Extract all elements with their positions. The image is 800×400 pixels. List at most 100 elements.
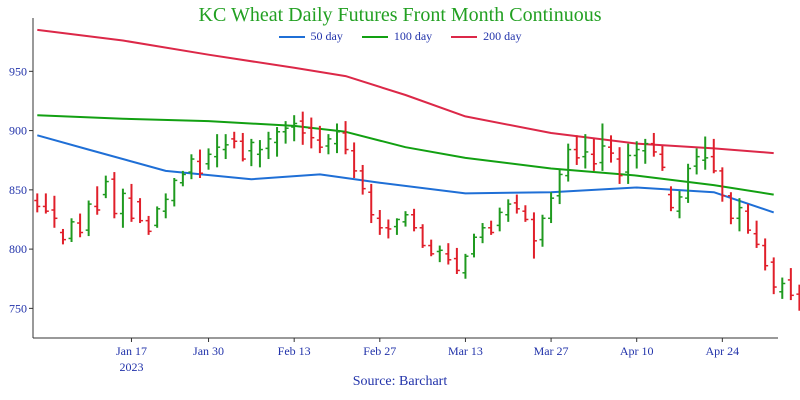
x-tick-label: Feb 13 [278,344,311,358]
legend-swatch-100-day [361,36,388,39]
ohlc-bar-down [51,195,58,228]
ohlc-bar-down [762,238,769,271]
ohlc-bar-down [522,205,529,222]
x-tick-label: Mar 13 [448,344,483,358]
ohlc-bar-up [642,138,649,164]
chart-title: KC Wheat Daily Futures Front Month Conti… [198,4,602,26]
ohlc-bar-up [556,169,563,205]
ohlc-bar-down [34,193,41,213]
chart-axes [32,18,778,339]
ohlc-bar-down [650,132,657,157]
ohlc-bar-up [179,170,186,187]
ohlc-bar-up [496,207,503,232]
ohlc-bar-up [479,223,486,244]
ohlc-bar-down [667,186,674,212]
ohlc-bar-down [428,239,435,257]
ohlc-bar-down [128,183,135,222]
ohlc-bar-up [462,253,469,279]
y-tick-label: 800 [9,242,27,256]
ohlc-bar-up [325,134,332,155]
ohlc-bar-down [351,142,358,178]
y-tick-label: 950 [9,64,27,78]
chart-source: Source: Barchart [352,374,448,389]
chart-legend: 50 day 100 day 200 day [0,29,800,44]
ohlc-bar-down [719,167,726,202]
ohlc-bar-down [608,135,615,163]
ohlc-bar-up [68,218,75,242]
ohlc-bar-down [411,208,418,232]
legend-label-100-day: 100 day [393,29,433,43]
ohlc-bar-down [710,138,717,174]
ohlc-bar-down [368,183,375,224]
ohlc-bar-down [308,117,315,149]
ohlc-bar-up [736,198,743,232]
ohlc-bar-up [582,134,589,169]
x-tick-label: Jan 17 [116,344,147,358]
x-tick-sublabel: 2023 [119,360,143,374]
ohlc-bar-down [419,224,426,248]
legend-swatch-200-day [451,36,478,39]
ohlc-bar-down [111,172,118,219]
ohlc-bar-down [137,198,144,224]
ohlc-bar-down [94,186,101,215]
x-tick-label: Feb 27 [363,344,396,358]
ohlc-bar-down [445,243,452,265]
ohlc-bar-down [590,138,597,171]
ohlc-bar-down [659,146,666,171]
ohlc-bar-down [787,268,794,301]
ohlc-bar-up [625,143,632,184]
ohlc-bar-down [342,121,349,155]
legend-swatch-50-day [278,36,305,39]
ohlc-bar-up [102,175,109,199]
ohlc-bar-up [505,199,512,222]
legend-label-50-day: 50 day [310,29,343,43]
ohlc-bar-up [685,163,692,203]
ohlc-bar-up [162,193,169,219]
y-tick-label: 750 [9,301,27,315]
y-axis-ticks: 750 800 850 900 950 [9,64,33,315]
ohlc-bar-down [530,212,537,259]
ohlc-bar-up [693,148,700,175]
ohlc-bar-down [573,135,580,165]
ohlc-bars [34,111,800,311]
y-tick-label: 850 [9,183,27,197]
ohlc-bar-up [282,121,289,144]
ohlc-bar-down [299,111,306,145]
ohlc-bar-up [633,141,640,169]
ohlc-bar-up [676,191,683,219]
ohlc-bar-up [85,200,92,237]
ohlc-bar-up [702,136,709,170]
ohlc-bar-up [274,127,281,157]
ohlc-bar-down [770,257,777,295]
x-axis-ticks: Jan 17 Jan 30 Feb 13 Feb 27 Mar 13 Mar 27 Apr … [116,338,739,374]
ohlc-bar-up [393,218,400,235]
ohlc-bar-up [222,134,229,160]
ohlc-bar-up [205,148,212,170]
ohlc-bar-down [796,284,800,311]
ohlc-bar-down [745,204,752,234]
ohlc-bar-up [291,115,298,142]
ohlc-bar-down [231,131,238,149]
ohlc-bar-down [376,210,383,235]
y-tick-label: 900 [9,124,27,138]
ohlc-bar-up [436,245,443,263]
ohlc-bar-up [265,131,272,160]
ohlc-bar-down [385,219,392,239]
moving-average-lines [37,28,775,214]
ohlc-bar-up [214,134,221,168]
ohlc-bar-up [779,277,786,299]
ohlc-bar-up [333,123,340,154]
ohlc-bar-up [471,233,478,258]
ohlc-bar-down [196,149,203,178]
ohlc-bar-down [42,193,49,214]
ohlc-bar-up [565,143,572,182]
ohlc-bar-down [316,125,323,154]
ohlc-bar-up [171,178,178,207]
ohlc-bar-down [359,164,366,195]
ohlc-bar-up [154,206,161,228]
moving-average-line-100-day [37,114,774,196]
ohlc-bar-down [616,147,623,184]
x-tick-label: Jan 30 [193,344,224,358]
ohlc-bar-up [119,188,126,228]
moving-average-line-50-day [37,134,775,214]
